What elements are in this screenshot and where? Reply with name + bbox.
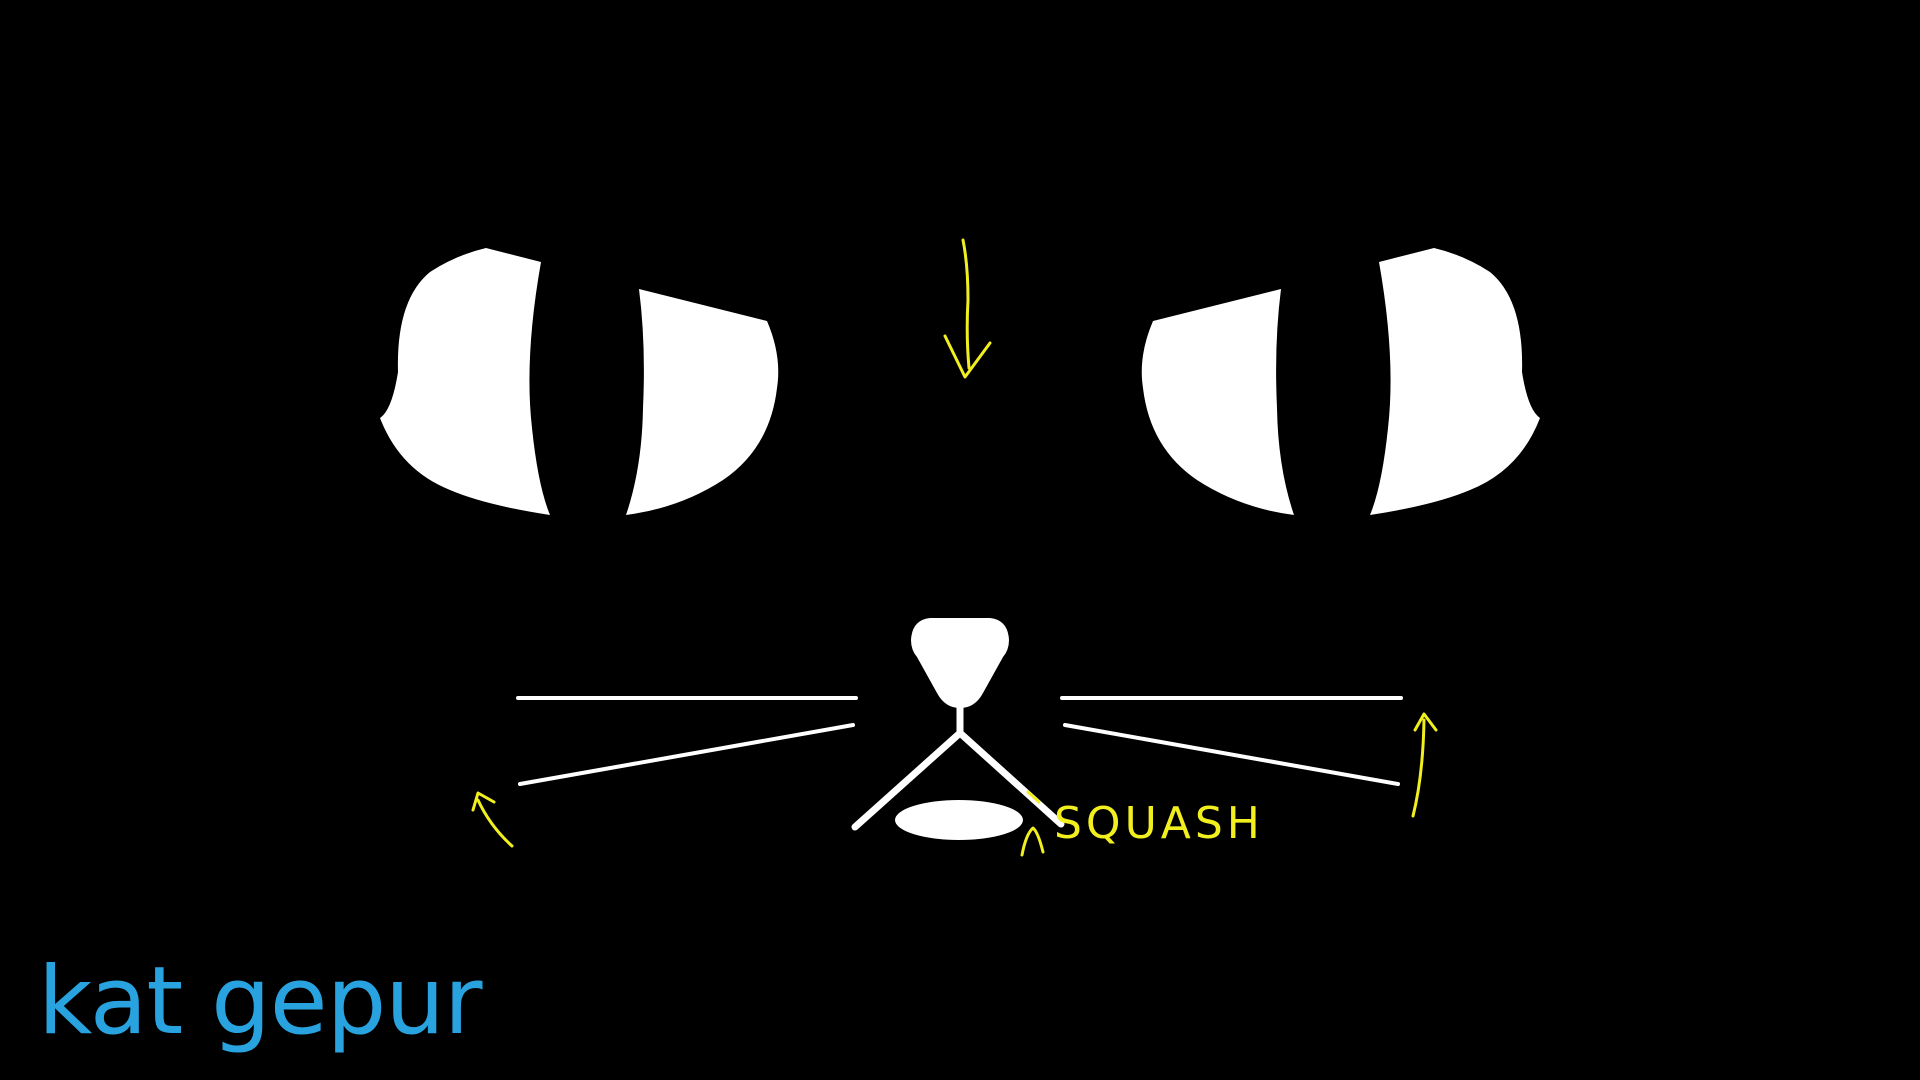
mouth-left-line xyxy=(851,729,964,831)
right-eye-inner-part xyxy=(1141,289,1294,515)
left-eye-outer-part xyxy=(380,248,550,515)
cat-mouth-opening xyxy=(895,800,1023,840)
arrow-up-icon xyxy=(1020,826,1045,857)
arrow-up-icon xyxy=(1411,712,1438,818)
cat-mouth xyxy=(851,701,1065,831)
squash-label: SQUASH xyxy=(1054,798,1264,849)
right-eye xyxy=(1141,248,1540,515)
whisker-right-bottom xyxy=(1063,723,1400,786)
arrow-down-icon xyxy=(943,238,992,379)
whiskers xyxy=(516,696,1403,786)
squash-tick-mark xyxy=(1026,790,1041,804)
left-eye-inner-part xyxy=(626,289,779,515)
arrow-up-icon xyxy=(471,791,514,848)
annotations xyxy=(471,238,1438,857)
caption-text: kat gepur xyxy=(38,947,483,1056)
whisker-left-bottom xyxy=(518,723,855,786)
mouth-right-line xyxy=(956,729,1065,828)
right-eye-outer-part xyxy=(1370,248,1540,515)
left-eye xyxy=(380,248,779,515)
cat-nose xyxy=(911,618,1009,708)
